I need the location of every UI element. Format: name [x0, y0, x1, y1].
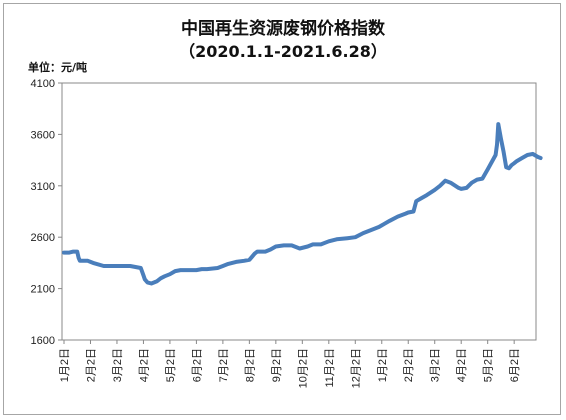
y-tick-label: 3100 [31, 181, 55, 193]
x-tick-label: 4月2日 [456, 348, 468, 382]
y-tick-label: 3600 [31, 129, 55, 141]
x-tick-label: 4月2日 [138, 348, 150, 382]
x-tick-label: 7月2日 [218, 348, 230, 382]
x-tick-label: 1月2日 [377, 348, 389, 382]
x-tick-label: 3月2日 [112, 348, 124, 382]
x-tick-label: 1月2日 [59, 348, 71, 382]
chart-frame [3, 3, 561, 415]
series-line [62, 122, 543, 286]
y-tick-label: 1600 [31, 335, 55, 347]
chart-subtitle: （2020.1.1-2021.6.28） [179, 42, 387, 61]
chart-title: 中国再生资源废钢价格指数 [181, 19, 385, 39]
plot-area [61, 82, 537, 341]
y-axis-unit-label: 单位：元/吨 [28, 61, 88, 74]
x-tick-label: 6月2日 [191, 348, 203, 382]
x-tick-label: 8月2日 [244, 348, 256, 382]
x-tick-label: 10月2日 [297, 348, 309, 388]
x-tick-label: 2月2日 [403, 348, 415, 382]
x-tick-label: 9月2日 [271, 348, 283, 382]
x-tick-label: 5月2日 [165, 348, 177, 382]
x-tick-label: 3月2日 [430, 348, 442, 382]
x-tick-label: 12月2日 [350, 348, 362, 388]
x-tick-label: 2月2日 [85, 348, 97, 382]
y-tick-label: 4100 [31, 78, 55, 90]
y-tick-label: 2100 [31, 284, 55, 296]
x-tick-label: 5月2日 [483, 348, 495, 382]
y-tick-label: 2600 [31, 232, 55, 244]
x-tick-label: 11月2日 [324, 348, 336, 388]
x-tick-label: 6月2日 [509, 348, 521, 382]
